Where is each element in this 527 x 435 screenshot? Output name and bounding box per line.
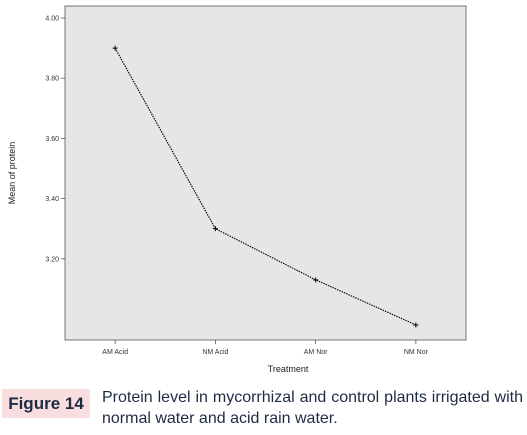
x-tick-label: NM Nor xyxy=(404,349,429,356)
x-tick-label: AM Nor xyxy=(304,349,328,356)
x-axis-ticks: AM Acid NM Acid AM Nor NM Nor xyxy=(102,340,429,356)
series-line xyxy=(112,45,419,328)
x-tick-label: NM Acid xyxy=(202,349,228,356)
data-point xyxy=(413,322,419,328)
data-point xyxy=(112,45,118,51)
caption-text: Protein level in mycorrhizal and control… xyxy=(102,389,523,427)
data-point xyxy=(212,226,218,232)
data-point xyxy=(313,277,319,283)
figure-label: Figure 14 xyxy=(2,389,90,418)
line-chart: 4.00 3.80 3.60 3.40 3.20 AM Acid NM Acid AM No… xyxy=(7,5,467,374)
y-tick-label: 3.60 xyxy=(45,136,59,143)
plot-area xyxy=(64,5,467,341)
y-tick-label: 3.20 xyxy=(45,256,59,263)
series-path xyxy=(114,47,417,326)
y-tick-label: 4.00 xyxy=(45,16,59,23)
figure-caption: Figure 14 Protein level in mycorrhizal a… xyxy=(0,386,527,434)
y-axis-ticks: 4.00 3.80 3.60 3.40 3.20 xyxy=(45,16,65,263)
y-tick-label: 3.80 xyxy=(45,76,59,83)
y-axis-title: Mean of protein xyxy=(7,142,17,205)
x-tick-label: AM Acid xyxy=(102,349,128,356)
x-axis-title: Treatment xyxy=(268,364,309,374)
y-tick-label: 3.40 xyxy=(45,196,59,203)
